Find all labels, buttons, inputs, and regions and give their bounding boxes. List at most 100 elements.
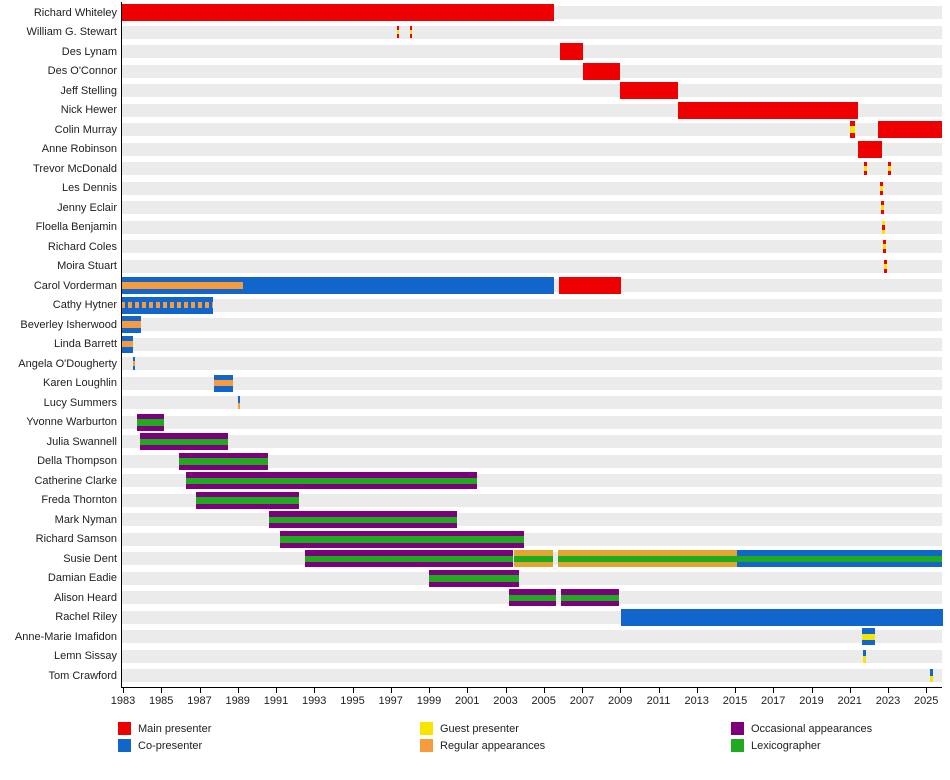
bar-stripe-regular_gold <box>514 562 553 568</box>
legend-item-lexicographer: Lexicographer <box>731 737 872 754</box>
bar-stripe-main <box>864 162 867 167</box>
row-band <box>122 435 942 449</box>
bar-stripe-occasional <box>304 550 514 556</box>
bar-stripe-occasional <box>429 569 519 576</box>
bar-stripe-occasional <box>268 523 458 529</box>
timeline-bar-main <box>620 82 678 100</box>
person-label: Karen Loughlin <box>42 377 117 390</box>
person-label: Della Thompson <box>37 455 117 468</box>
row-band <box>122 649 942 663</box>
legend-column: Occasional appearances Lexicographer <box>731 720 872 754</box>
row-band <box>122 357 942 371</box>
row-band <box>122 415 942 429</box>
axis-year-label: 2025 <box>913 695 939 707</box>
axis-year-label: 1999 <box>416 695 442 707</box>
timeline-bar-occasional-lexicographer-occasional <box>304 550 514 568</box>
bar-stripe-occasional <box>186 472 477 478</box>
bar-stripe-lexicographer <box>509 594 556 602</box>
bar-stripe-main <box>396 34 399 39</box>
axis-tick <box>735 688 736 693</box>
legend-swatch-main <box>118 722 131 735</box>
timeline-bar-co-regular-co <box>121 335 133 353</box>
person-label: Carol Vorderman <box>33 279 117 292</box>
legend-label: Guest presenter <box>440 722 519 735</box>
bar-stripe-regular_gold <box>558 550 737 556</box>
row-band <box>122 162 942 176</box>
timeline-bar-main <box>121 4 555 21</box>
legend-label: Co-presenter <box>138 739 203 752</box>
axis-year-label: 1983 <box>110 695 136 707</box>
axis-year-label: 1993 <box>301 695 327 707</box>
timeline-bar-occasional-lexicographer-occasional <box>279 530 524 548</box>
person-label: Anne Robinson <box>41 143 117 156</box>
row-band <box>122 142 942 156</box>
bar-stripe-co <box>863 649 866 657</box>
bar-stripe-occasional <box>268 511 458 517</box>
row-band <box>122 64 942 78</box>
timeline-bar-main <box>559 277 621 295</box>
axis-year-label: 1991 <box>263 695 289 707</box>
bar-stripe-regular <box>121 340 133 348</box>
axis-year-label: 1995 <box>340 695 365 707</box>
person-label: Rachel Riley <box>55 611 117 624</box>
axis-year-label: 1987 <box>187 695 212 707</box>
axis-tick <box>696 688 698 693</box>
row-band <box>122 532 942 546</box>
bar-stripe-lexicographer <box>140 438 229 446</box>
timeline-bar-regular_gold-lexicographer-regular_gold <box>558 550 737 568</box>
timeline-bar-co <box>621 608 943 626</box>
bar-stripe-main <box>409 34 413 39</box>
bar-stripe-lexicographer <box>268 516 458 524</box>
legend-swatch-guest <box>420 722 433 735</box>
bar-stripe-lexicographer <box>179 458 268 465</box>
legend-item-regular: Regular appearances <box>420 737 545 754</box>
timeline-bar-occasional-lexicographer-occasional <box>560 589 619 607</box>
timeline-bar-co-guest-co <box>862 628 875 646</box>
axis-year-label: 1985 <box>148 695 174 707</box>
bar-stripe-guest <box>884 263 887 269</box>
timeline-bar-co-lexicographer-co <box>736 550 943 568</box>
person-label: Alison Heard <box>54 591 117 604</box>
timeline-bar-co-regular-co <box>121 277 243 295</box>
axis-year-label: 2011 <box>646 695 671 707</box>
person-label: William G. Stewart <box>26 26 117 38</box>
row-band <box>122 259 942 273</box>
timeline-bar-regular_gold-lexicographer-regular_gold <box>514 550 553 568</box>
timeline-bar-co-regular-co <box>121 316 141 334</box>
axis-year-label: 2001 <box>454 695 480 707</box>
person-label: Jeff Stelling <box>60 84 117 97</box>
timeline-bar-occasional-lexicographer-occasional <box>268 511 458 529</box>
timeline-bar-main <box>560 43 583 60</box>
row-band <box>122 298 942 312</box>
bar-stripe-co <box>121 347 133 353</box>
bar-stripe-lexicographer <box>186 477 477 485</box>
bar-stripe-co <box>121 327 141 334</box>
bar-stripe-regular <box>121 301 213 309</box>
bar-stripe-co <box>132 366 136 371</box>
timeline-bar-main-guest-main <box>849 121 855 139</box>
timeline-bar-co-regular-co <box>214 374 233 392</box>
bar-stripe-co <box>121 316 141 322</box>
bar-stripe-occasional <box>195 491 299 498</box>
bar-stripe-main <box>849 132 855 139</box>
bar-stripe-main <box>884 259 887 264</box>
axis-year-label: 2003 <box>493 695 518 707</box>
y-axis-line <box>121 2 122 687</box>
bar-stripe-regular <box>214 379 233 387</box>
timeline-bar-occasional-lexicographer-occasional <box>186 472 477 490</box>
person-label: Richard Samson <box>35 533 117 546</box>
axis-tick <box>773 688 775 693</box>
bar-stripe-main <box>883 249 886 254</box>
bar-stripe-main <box>883 240 886 245</box>
timeline-bar-occasional-lexicographer-occasional <box>179 452 268 470</box>
bar-stripe-guest <box>880 185 883 191</box>
timeline-bar-co-regular-co <box>121 296 213 314</box>
bar-stripe-co <box>214 374 233 380</box>
row-band <box>122 201 942 215</box>
timeline-bar-co-regular <box>237 396 241 410</box>
bar-stripe-guest <box>864 166 867 172</box>
legend-swatch-regular <box>420 739 433 752</box>
axis-tick <box>352 688 354 693</box>
bar-stripe-co <box>930 669 933 676</box>
bar-stripe-regular_gold <box>558 562 737 568</box>
